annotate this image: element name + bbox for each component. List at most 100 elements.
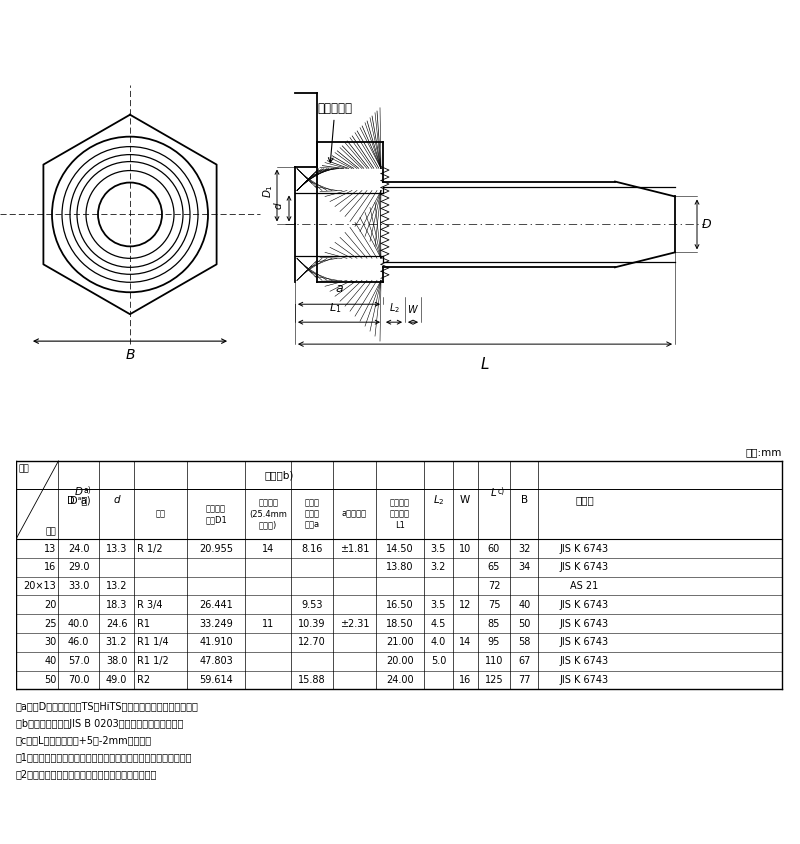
Text: JIS K 6743: JIS K 6743 bbox=[560, 657, 609, 666]
Text: 単位:mm: 単位:mm bbox=[746, 447, 782, 457]
Text: 注2．管端防食継手（コア付き）に対応しています。: 注2．管端防食継手（コア付き）に対応しています。 bbox=[16, 770, 158, 780]
Text: 38.0: 38.0 bbox=[106, 657, 127, 666]
Text: R1 1/2: R1 1/2 bbox=[138, 657, 169, 666]
Text: D: D bbox=[74, 487, 82, 497]
Text: 8.16: 8.16 bbox=[302, 544, 322, 554]
Text: 20.00: 20.00 bbox=[386, 657, 414, 666]
Text: 24.00: 24.00 bbox=[386, 675, 414, 685]
Text: JIS K 6743: JIS K 6743 bbox=[560, 619, 609, 629]
Text: 有効ねじ
部の長さ
L1: 有効ねじ 部の長さ L1 bbox=[390, 499, 410, 530]
Text: 21.00: 21.00 bbox=[386, 637, 414, 647]
Text: R2: R2 bbox=[138, 675, 150, 685]
Text: 20: 20 bbox=[44, 600, 57, 610]
Text: 31.2: 31.2 bbox=[106, 637, 127, 647]
Text: 3.5: 3.5 bbox=[430, 544, 446, 554]
Text: 3.2: 3.2 bbox=[430, 562, 446, 572]
Text: 24.0: 24.0 bbox=[68, 544, 90, 554]
Text: 41.910: 41.910 bbox=[199, 637, 233, 647]
Text: 60: 60 bbox=[488, 544, 500, 554]
Text: $L$: $L$ bbox=[480, 356, 490, 372]
Text: 72: 72 bbox=[488, 581, 500, 591]
Text: 67: 67 bbox=[518, 657, 530, 666]
Text: B: B bbox=[126, 348, 134, 362]
Text: $a$: $a$ bbox=[334, 282, 343, 295]
Text: 注a）　Dの許容差は、TS・HiTS継手受口共通寸法図による。: 注a） Dの許容差は、TS・HiTS継手受口共通寸法図による。 bbox=[16, 701, 199, 711]
Text: 規　格: 規 格 bbox=[575, 495, 594, 505]
Text: ねじ山数
(25.4mm
につき): ねじ山数 (25.4mm につき) bbox=[249, 499, 287, 530]
Text: d: d bbox=[114, 495, 120, 505]
Text: B: B bbox=[521, 495, 528, 505]
Text: 49.0: 49.0 bbox=[106, 675, 127, 685]
Text: 70.0: 70.0 bbox=[68, 675, 90, 685]
Text: 4.5: 4.5 bbox=[430, 619, 446, 629]
Text: R 1/2: R 1/2 bbox=[138, 544, 163, 554]
Text: 20×13: 20×13 bbox=[24, 581, 57, 591]
Text: 77: 77 bbox=[518, 675, 530, 685]
Text: 呼径: 呼径 bbox=[46, 528, 57, 536]
Text: 65: 65 bbox=[488, 562, 500, 572]
Text: 125: 125 bbox=[485, 675, 503, 685]
Text: 4.0: 4.0 bbox=[430, 637, 446, 647]
Text: $W$: $W$ bbox=[407, 303, 419, 315]
Text: 16: 16 bbox=[459, 675, 471, 685]
Text: L: L bbox=[491, 488, 497, 498]
Text: $d$: $d$ bbox=[272, 201, 284, 210]
Text: 注b）　ねじ部は、JIS B 0203のテーパおねじとする。: 注b） ねじ部は、JIS B 0203のテーパおねじとする。 bbox=[16, 718, 183, 728]
Text: ±1.81: ±1.81 bbox=[340, 544, 370, 554]
Text: 33.0: 33.0 bbox=[68, 581, 90, 591]
Text: R 3/4: R 3/4 bbox=[138, 600, 162, 610]
Text: 記号: 記号 bbox=[18, 464, 29, 473]
Text: 26.441: 26.441 bbox=[199, 600, 233, 610]
Text: JIS K 6743: JIS K 6743 bbox=[560, 637, 609, 647]
Text: 15.88: 15.88 bbox=[298, 675, 326, 685]
Text: aの許容差: aの許容差 bbox=[342, 510, 367, 518]
Text: 5.0: 5.0 bbox=[430, 657, 446, 666]
Text: 110: 110 bbox=[485, 657, 503, 666]
Text: 14.50: 14.50 bbox=[386, 544, 414, 554]
Text: JIS K 6743: JIS K 6743 bbox=[560, 675, 609, 685]
Text: Dᵃ⦳: Dᵃ⦳ bbox=[70, 495, 87, 505]
Text: 24.6: 24.6 bbox=[106, 619, 127, 629]
Text: 33.249: 33.249 bbox=[199, 619, 233, 629]
Text: 40: 40 bbox=[518, 600, 530, 610]
Text: 46.0: 46.0 bbox=[68, 637, 90, 647]
Text: JIS K 6743: JIS K 6743 bbox=[560, 544, 609, 554]
Text: JIS K 6743: JIS K 6743 bbox=[560, 562, 609, 572]
Text: 40.0: 40.0 bbox=[68, 619, 90, 629]
Text: 18.50: 18.50 bbox=[386, 619, 414, 629]
Text: 30: 30 bbox=[44, 637, 57, 647]
Text: $L_2$: $L_2$ bbox=[389, 301, 399, 315]
Text: 29.0: 29.0 bbox=[68, 562, 90, 572]
Text: W: W bbox=[460, 495, 470, 505]
Text: 58: 58 bbox=[518, 637, 530, 647]
Text: 10: 10 bbox=[459, 544, 471, 554]
Text: 16.50: 16.50 bbox=[386, 600, 414, 610]
Text: 75: 75 bbox=[488, 600, 500, 610]
Text: $L_1$: $L_1$ bbox=[329, 301, 342, 315]
Text: 57.0: 57.0 bbox=[68, 657, 90, 666]
Text: $D$: $D$ bbox=[702, 218, 713, 231]
Text: 12.70: 12.70 bbox=[298, 637, 326, 647]
Text: 59.614: 59.614 bbox=[199, 675, 233, 685]
Text: 40: 40 bbox=[44, 657, 57, 666]
Text: D  a): D a) bbox=[67, 495, 90, 505]
Text: 50: 50 bbox=[44, 675, 57, 685]
Text: 47.803: 47.803 bbox=[199, 657, 233, 666]
Text: c): c) bbox=[498, 487, 505, 496]
Text: 34: 34 bbox=[518, 562, 530, 572]
Text: 14: 14 bbox=[262, 544, 274, 554]
Text: 32: 32 bbox=[518, 544, 530, 554]
Text: 12: 12 bbox=[459, 600, 471, 610]
Text: ±2.31: ±2.31 bbox=[340, 619, 370, 629]
Text: 25: 25 bbox=[44, 619, 57, 629]
Text: R1: R1 bbox=[138, 619, 150, 629]
Text: 9.53: 9.53 bbox=[302, 600, 323, 610]
Text: 基準径
までの
長さa: 基準径 までの 長さa bbox=[305, 499, 320, 530]
Text: インサート: インサート bbox=[318, 102, 353, 163]
Text: 基準径の
外径D1: 基準径の 外径D1 bbox=[206, 504, 227, 524]
Text: a): a) bbox=[84, 486, 91, 495]
Text: $L_2$: $L_2$ bbox=[433, 493, 444, 507]
Text: 3.5: 3.5 bbox=[430, 600, 446, 610]
Text: AS 21: AS 21 bbox=[570, 581, 598, 591]
Text: 呼び: 呼び bbox=[155, 510, 166, 518]
